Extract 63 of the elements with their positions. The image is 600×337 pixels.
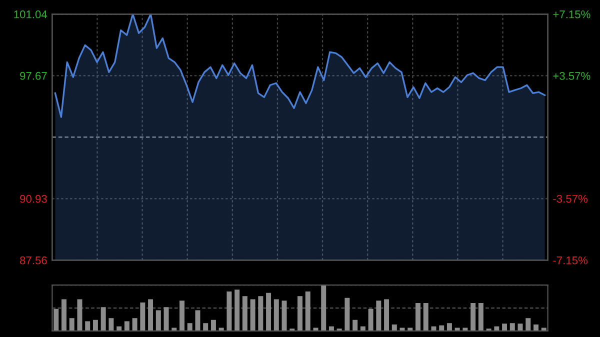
bar	[266, 292, 272, 331]
bar	[148, 299, 154, 331]
bar	[446, 323, 452, 331]
y2-tick-label: -3.57%	[553, 194, 588, 203]
bar	[234, 290, 240, 331]
bar	[534, 324, 538, 331]
bar	[502, 324, 508, 331]
bar	[344, 298, 350, 331]
bar	[258, 296, 264, 331]
bar	[510, 323, 515, 331]
y-tick-label: 90.93	[20, 194, 47, 203]
bar	[203, 323, 208, 331]
bar	[92, 320, 98, 331]
bar	[132, 318, 138, 331]
bar	[416, 302, 420, 331]
bar	[274, 299, 279, 331]
y-tick-label: 87.56	[20, 256, 47, 264]
bar	[384, 299, 390, 331]
bar	[140, 302, 146, 331]
bar	[470, 302, 476, 331]
y2-tick-label: +3.57%	[553, 72, 590, 80]
y2-tick-label: -7.15%	[553, 256, 588, 264]
bar	[156, 310, 161, 331]
bar	[526, 318, 531, 331]
bar	[242, 296, 248, 331]
bar	[250, 299, 256, 331]
bar	[518, 324, 523, 331]
bar	[478, 302, 484, 331]
bar	[187, 323, 192, 331]
bar	[321, 285, 326, 331]
bar	[400, 328, 405, 331]
bar	[172, 328, 177, 331]
y2-tick-label: +7.15%	[553, 10, 590, 18]
bar	[392, 324, 397, 331]
bar	[77, 299, 82, 331]
bar	[164, 307, 169, 331]
bar	[313, 328, 318, 331]
bar	[376, 300, 382, 331]
bar	[180, 300, 184, 331]
bar	[100, 307, 106, 331]
bar	[305, 292, 310, 331]
bar	[368, 308, 374, 331]
bar	[423, 302, 428, 331]
bar	[226, 292, 232, 331]
bar	[439, 325, 444, 331]
bar	[54, 308, 59, 331]
bar	[124, 321, 130, 331]
bar	[195, 310, 200, 331]
bar	[454, 328, 460, 331]
y-tick-label: 101.04	[14, 10, 48, 18]
bar	[462, 328, 468, 331]
bar	[62, 299, 66, 331]
bar	[69, 318, 74, 331]
bar	[352, 320, 358, 331]
bar	[85, 321, 90, 331]
bar	[108, 318, 114, 331]
bar	[218, 328, 224, 331]
bar	[282, 300, 287, 331]
bar	[298, 296, 302, 331]
bar	[541, 328, 546, 331]
y-tick-label: 97.67	[20, 72, 47, 80]
bar	[408, 328, 413, 331]
bar	[210, 320, 216, 331]
